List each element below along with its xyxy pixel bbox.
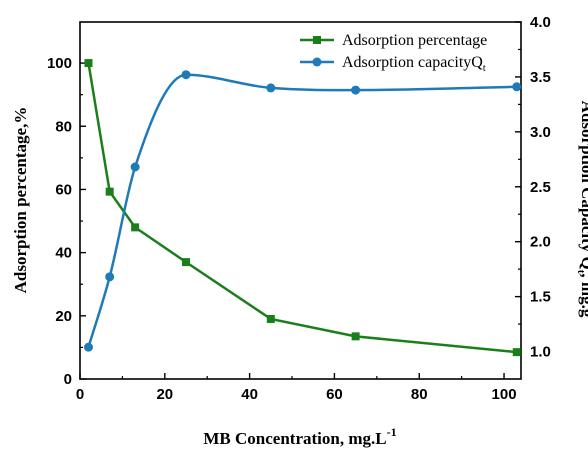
plot-frame — [79, 21, 522, 380]
legend-marker-capacity — [312, 57, 322, 67]
x-axis-title: MB Concentration, mg.L-1 — [203, 425, 396, 448]
axes: 0 20 40 60 80 100 0 20 40 60 80 100 1.0 1.5 2.0 2.5 3.0 3… — [47, 14, 551, 403]
y-left-tick-label: 0 — [64, 371, 72, 388]
y-left-tick-label: 40 — [55, 245, 72, 262]
series-percentage-marker — [512, 348, 521, 357]
series-capacity-marker — [512, 82, 522, 92]
series-percentage-marker — [266, 314, 275, 323]
y-right-tick-label: 2.5 — [530, 179, 551, 196]
y-right-axis-title-sub: t — [575, 270, 587, 274]
series-capacity-marker — [83, 342, 93, 352]
x-tick-label: 40 — [241, 386, 258, 403]
series-capacity-marker — [105, 272, 115, 282]
series-capacity-marker — [351, 85, 361, 95]
x-tick-label: 20 — [156, 386, 173, 403]
x-axis-title-sup: -1 — [387, 425, 397, 439]
y-right-tick-label: 1.5 — [530, 289, 551, 306]
series-percentage-line — [87, 62, 517, 354]
series-percentage-marker — [351, 332, 360, 341]
series-capacity-marker — [181, 70, 191, 80]
y-right-tick-label: 3.0 — [530, 124, 551, 141]
y-right-axis-title-text: Adsorption Capacity Q — [578, 101, 588, 270]
series-percentage-marker — [84, 59, 93, 68]
y-left-tick-label: 60 — [55, 181, 72, 198]
x-axis-title-text: MB Concentration, mg.L — [203, 429, 386, 448]
legend-marker-percentage — [313, 36, 321, 44]
y-right-tick-label: 1.0 — [530, 344, 551, 361]
legend: Adsorption percentage Adsorption capacit… — [300, 32, 487, 74]
series-capacity-marker — [130, 162, 140, 172]
legend-label-capacity-sub: t — [483, 63, 486, 74]
series-capacity-marker — [266, 83, 276, 93]
y-right-tick-label: 3.5 — [530, 69, 551, 86]
x-tick-label: 100 — [492, 386, 517, 403]
x-tick-label: 0 — [76, 386, 84, 403]
legend-label-percentage: Adsorption percentage — [342, 32, 487, 49]
y-right-tick-label: 4.0 — [530, 14, 551, 31]
series-percentage-marker — [182, 258, 191, 267]
y-right-axis-title: Adsorption Capacity Qt, mg.g-1 — [575, 101, 588, 328]
series-capacity-line — [87, 73, 517, 348]
series-layer — [83, 59, 522, 357]
y-right-axis-title-unit: , mg.g — [578, 273, 588, 317]
y-left-axis-title: Adsorption percentage,% — [11, 107, 30, 294]
y-left-tick-label: 80 — [55, 118, 72, 135]
y-left-tick-label: 20 — [55, 308, 72, 325]
x-tick-label: 80 — [411, 386, 428, 403]
x-tick-label: 60 — [326, 386, 343, 403]
series-percentage-marker — [105, 187, 114, 196]
legend-label-capacity-text: Adsorption capacityQ — [342, 54, 483, 71]
series-percentage-marker — [131, 223, 140, 232]
legend-label-capacity: Adsorption capacityQt — [342, 54, 486, 74]
y-right-tick-label: 2.0 — [530, 234, 551, 251]
y-left-tick-label: 100 — [47, 55, 72, 72]
